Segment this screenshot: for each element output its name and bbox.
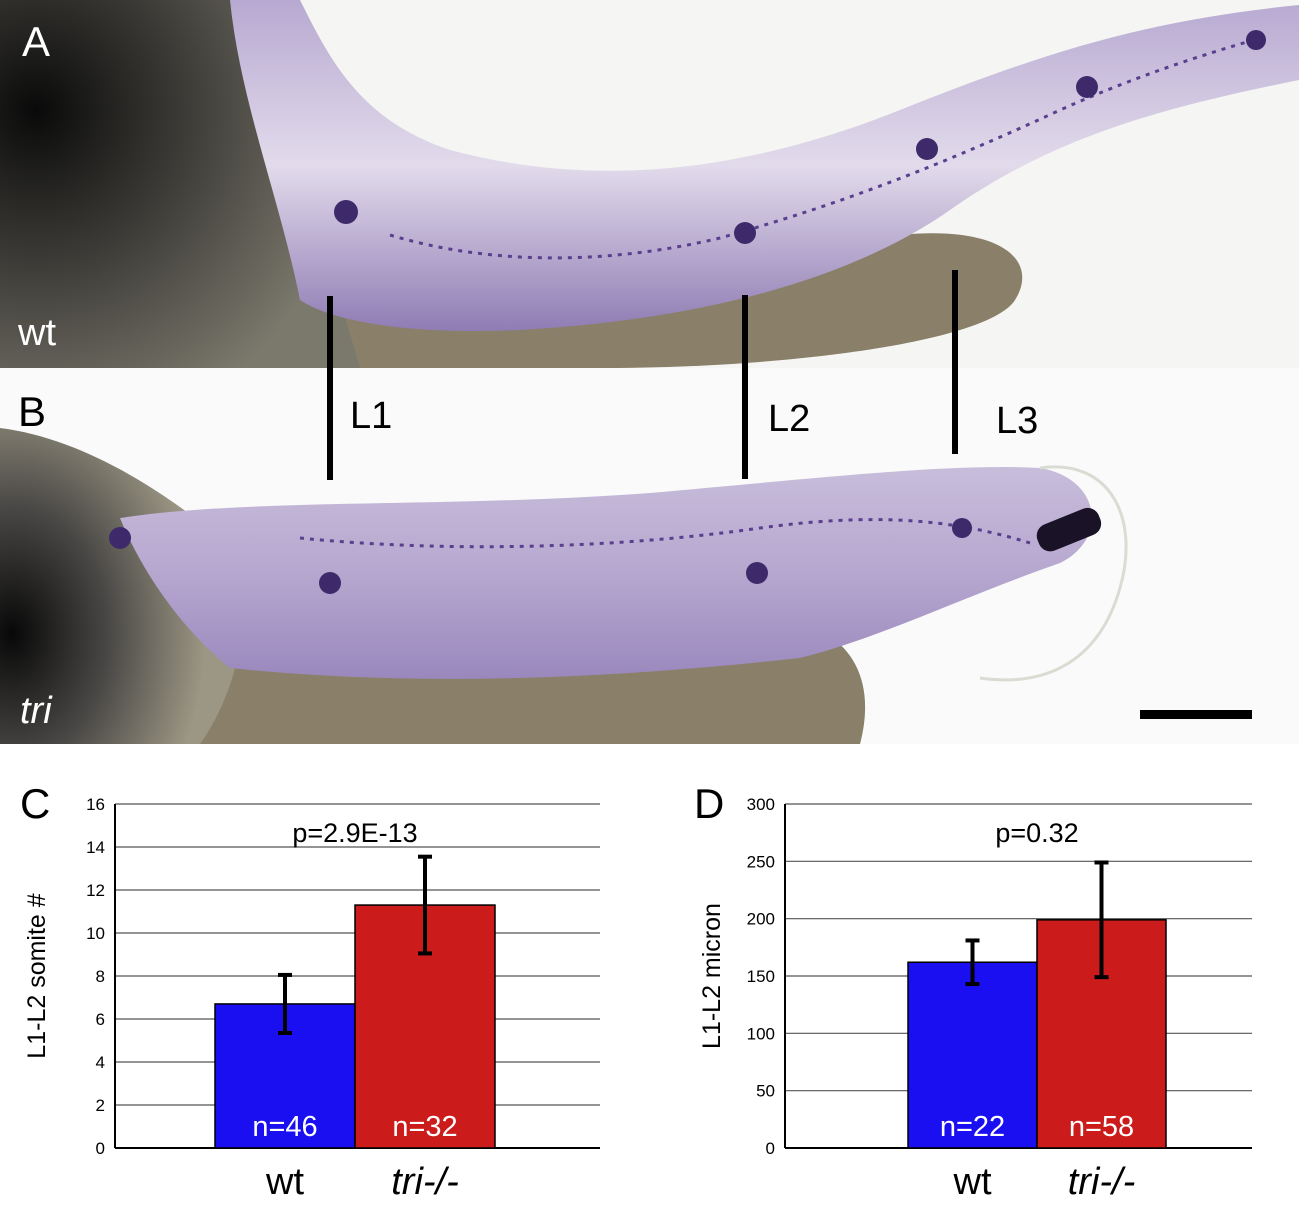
chart-micron: 0 50 100 150 200 250 300 n=22 wt n=58 tri-/- p=0.32… xyxy=(650,770,1299,1208)
chart-c-svg: 0 2 4 6 8 10 12 14 16 n=46 wt n=32 tri-/- p=2.9E-13 L1… xyxy=(23,795,600,1203)
y-tick-label: 12 xyxy=(86,881,105,900)
genotype-label-tri: tri xyxy=(20,690,52,732)
y-tick-label: 8 xyxy=(96,967,105,986)
landmark-line-l3 xyxy=(952,270,958,454)
p-value-annotation: p=0.32 xyxy=(995,818,1078,848)
landmark-line-l1 xyxy=(327,296,333,480)
x-category-label: tri-/- xyxy=(1068,1161,1136,1203)
y-tick-label: 50 xyxy=(756,1082,775,1101)
landmark-line-l2 xyxy=(742,295,748,479)
photo-panel-b xyxy=(0,368,1299,744)
panel-letter-d: D xyxy=(694,780,725,827)
scale-bar xyxy=(1140,710,1252,719)
p-value-annotation: p=2.9E-13 xyxy=(292,818,417,848)
bar-n-label: n=32 xyxy=(392,1111,457,1143)
y-axis-label: L1-L2 somite # xyxy=(23,893,51,1058)
photo-panel-a xyxy=(0,0,1299,368)
y-tick-label: 0 xyxy=(766,1139,775,1158)
x-category-label: wt xyxy=(265,1161,304,1203)
chart-d-svg: 0 50 100 150 200 250 300 n=22 wt n=58 tri-/- p=0.32… xyxy=(698,795,1252,1203)
y-tick-label: 100 xyxy=(747,1024,775,1043)
y-tick-label: 200 xyxy=(747,910,775,929)
panel-letter-b: B xyxy=(18,388,47,435)
bar-n-label: n=58 xyxy=(1069,1111,1134,1143)
chart-somite-count: 0 2 4 6 8 10 12 14 16 n=46 wt n=32 tri-/- p=2.9E-13 L1… xyxy=(0,770,640,1208)
bar-n-label: n=22 xyxy=(940,1111,1005,1143)
y-tick-label: 2 xyxy=(96,1096,105,1115)
genotype-label-wt: wt xyxy=(18,312,56,354)
landmark-label-l3: L3 xyxy=(996,400,1039,442)
y-tick-label: 250 xyxy=(747,852,775,871)
y-tick-label: 16 xyxy=(86,795,105,814)
y-tick-label: 0 xyxy=(96,1139,105,1158)
x-category-label: wt xyxy=(953,1161,992,1203)
bar-wt xyxy=(907,961,1038,1149)
y-axis-label: L1-L2 micron xyxy=(698,903,726,1049)
panel-letter-c: C xyxy=(20,780,51,827)
y-tick-label: 14 xyxy=(86,838,105,857)
panel-letter-a: A xyxy=(22,18,51,65)
y-tick-label: 150 xyxy=(747,967,775,986)
landmark-label-l2: L2 xyxy=(768,398,811,440)
y-tick-label: 6 xyxy=(96,1010,105,1029)
y-tick-label: 4 xyxy=(96,1053,105,1072)
embryo-tri-image xyxy=(0,368,1299,744)
y-tick-label: 300 xyxy=(747,795,775,814)
y-tick-label: 10 xyxy=(86,924,105,943)
x-category-label: tri-/- xyxy=(391,1161,459,1203)
embryo-wt-image xyxy=(0,0,1299,368)
bar-n-label: n=46 xyxy=(252,1111,317,1143)
landmark-label-l1: L1 xyxy=(350,395,393,437)
